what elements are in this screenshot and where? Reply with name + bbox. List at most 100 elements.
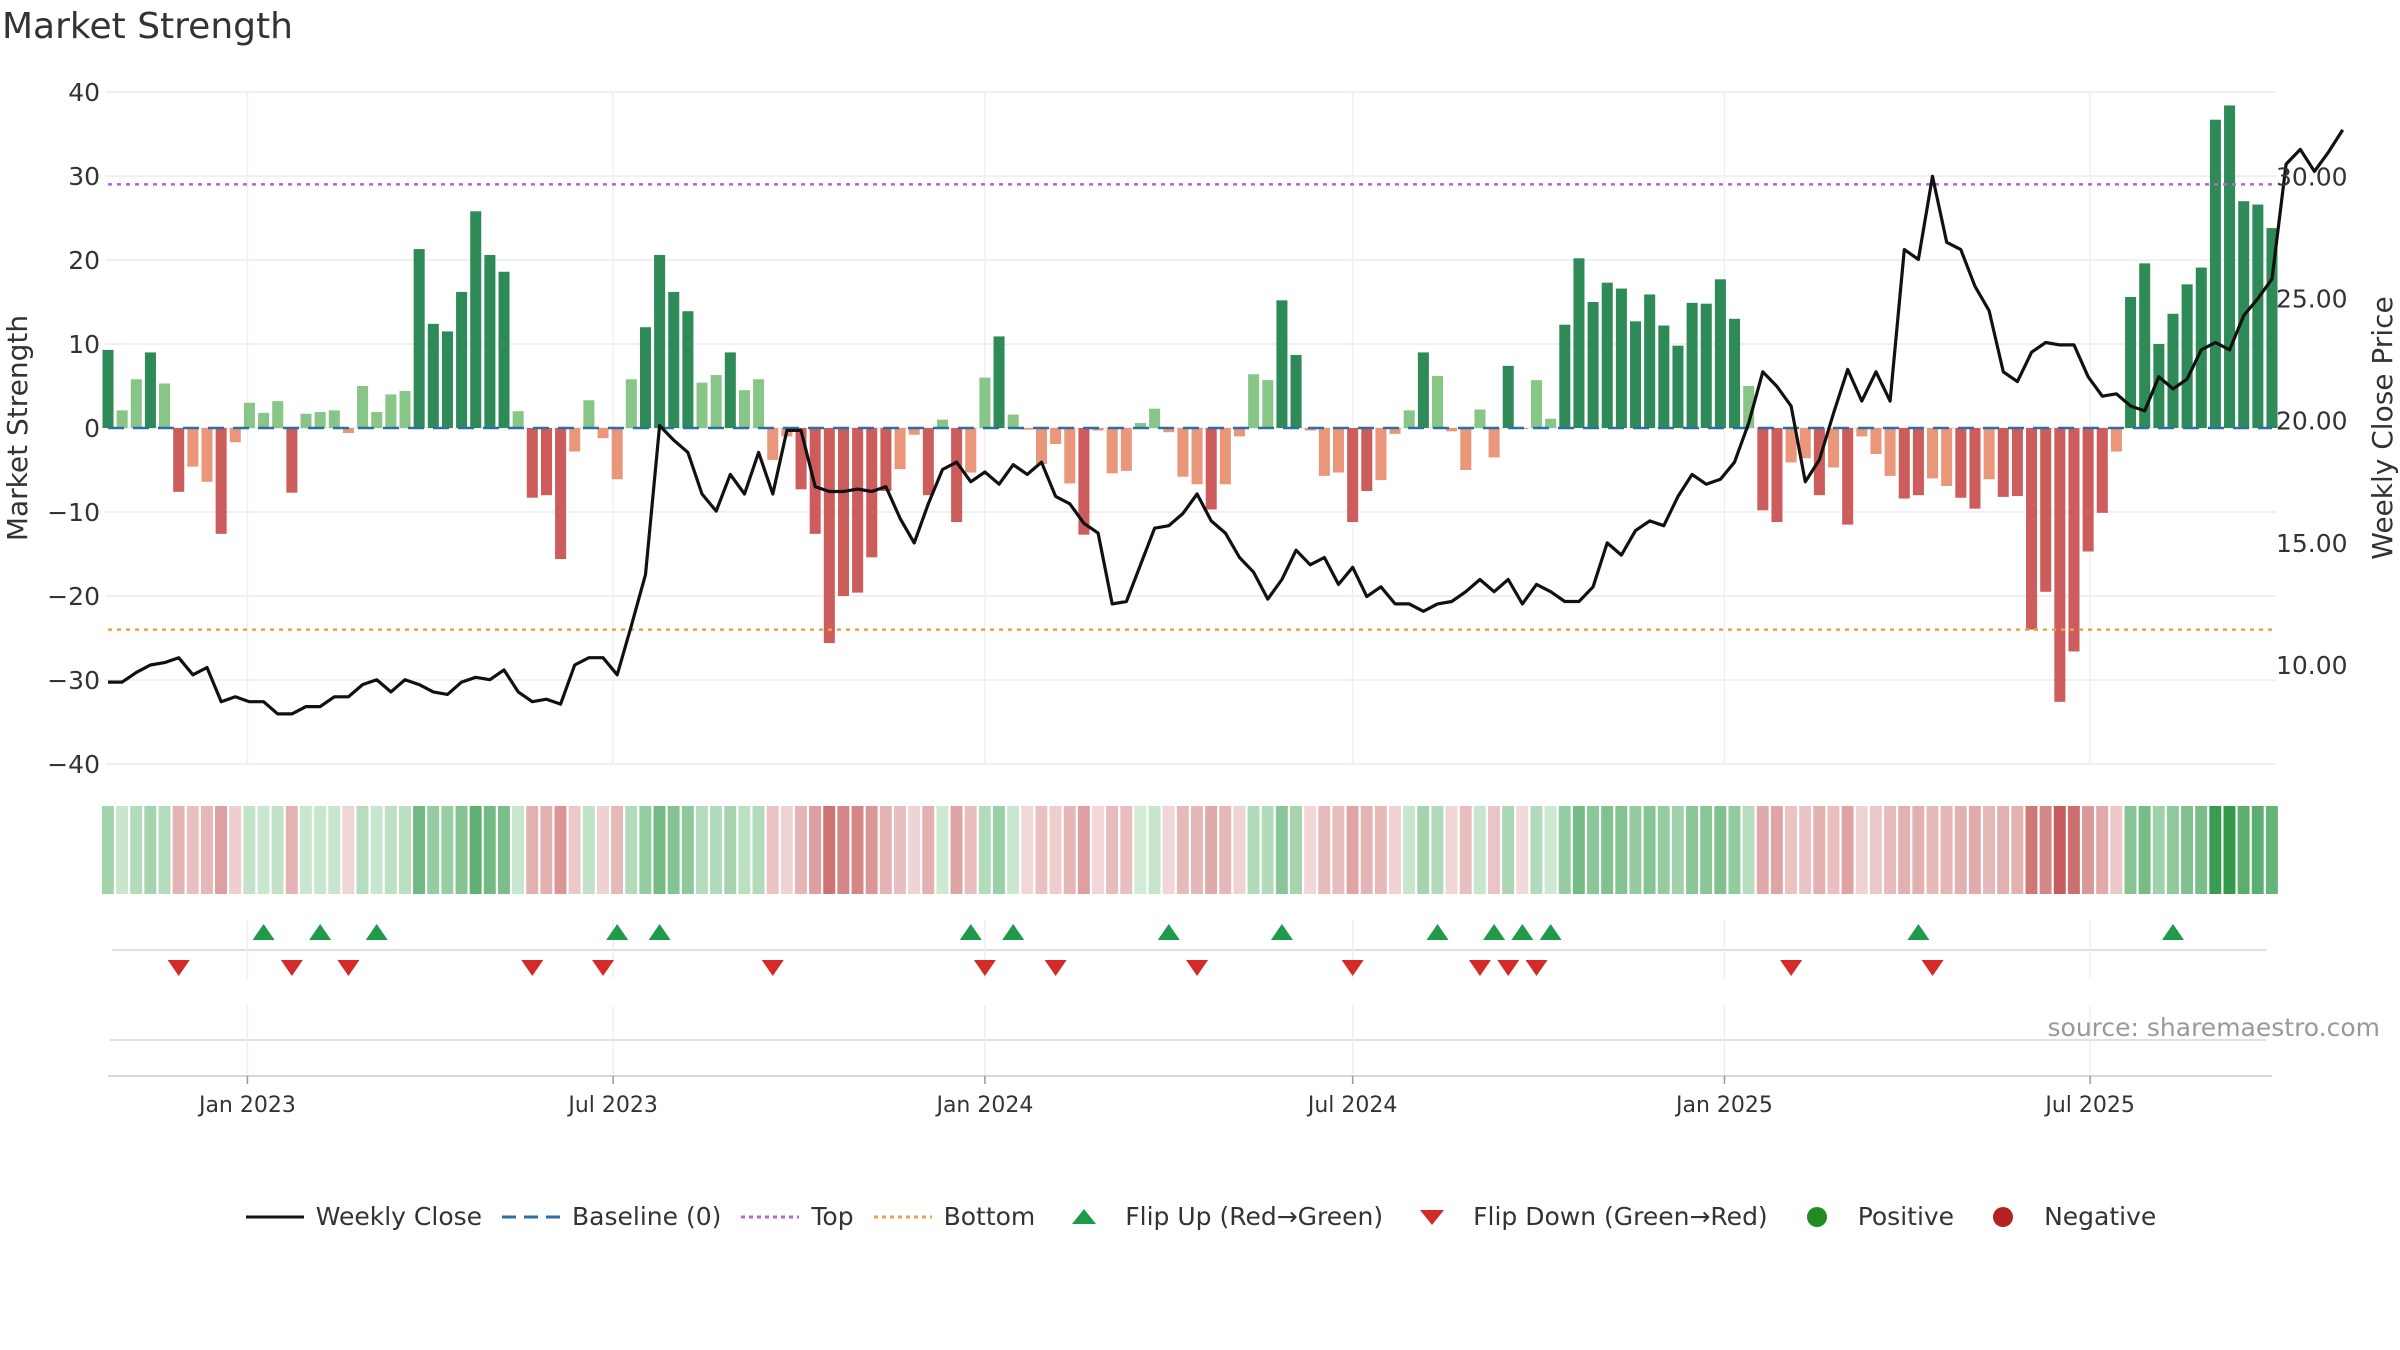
strength-bar <box>1347 428 1359 523</box>
heat-cell <box>1191 806 1203 894</box>
strength-bar <box>922 428 934 496</box>
strength-bar <box>1941 428 1953 486</box>
heat-cell <box>483 806 496 894</box>
heat-cell <box>738 806 751 894</box>
strength-bar <box>1714 279 1726 428</box>
strength-bar <box>1304 428 1316 431</box>
legend-flip-up: Flip Up (Red→Green) <box>1053 1202 1383 1231</box>
legend-label: Weekly Close <box>315 1202 483 1231</box>
heat-cell <box>540 806 553 894</box>
flip-down-marker <box>973 960 996 976</box>
legend-positive: Positive <box>1786 1202 1954 1231</box>
heat-cell <box>1700 806 1713 894</box>
strength-bar <box>540 428 552 496</box>
triangle-down-icon <box>1401 1207 1463 1227</box>
heat-cell <box>582 806 595 894</box>
strength-bar <box>724 352 736 428</box>
heat-cell <box>1120 806 1133 894</box>
strength-bar <box>371 412 383 428</box>
heat-cell <box>2096 806 2109 894</box>
heat-cell <box>1488 806 1500 894</box>
strength-bar <box>555 428 567 560</box>
heat-cell <box>1304 806 1317 894</box>
heat-cell <box>625 806 638 894</box>
strength-bar <box>583 400 595 428</box>
flip-down-marker <box>1468 960 1491 976</box>
legend-weekly-close: Weekly Close <box>244 1202 482 1231</box>
x-tick-label: Jan 2025 <box>1674 1093 1773 1118</box>
heat-cell <box>1021 806 1034 894</box>
strength-bar <box>2224 105 2236 428</box>
heat-cell <box>1898 806 1911 894</box>
strength-bar <box>639 327 651 428</box>
heat-cell <box>950 806 963 894</box>
heat-cell <box>314 806 327 894</box>
heat-cell <box>1219 806 1232 894</box>
strength-bar <box>880 428 892 491</box>
legend-label: Top <box>811 1202 854 1231</box>
strength-bar <box>1502 365 1514 428</box>
heat-cell <box>1275 806 1288 894</box>
strength-bar <box>328 410 340 428</box>
strength-bar <box>738 390 750 428</box>
heat-cell <box>794 806 807 894</box>
heat-cell <box>1799 806 1812 894</box>
heat-cell <box>229 806 242 894</box>
heat-cell <box>1346 806 1359 894</box>
heat-cell <box>1459 806 1472 894</box>
strength-bar <box>611 428 623 480</box>
legend-line-icon <box>244 1207 306 1227</box>
heat-cell <box>936 806 949 894</box>
strength-bar <box>357 386 369 428</box>
heat-cell <box>1035 806 1048 894</box>
heat-cell <box>455 806 468 894</box>
heat-cell <box>1756 806 1769 894</box>
heat-cell <box>1530 806 1543 894</box>
heat-cell <box>1926 806 1939 894</box>
y-tick-label: −30 <box>47 666 100 695</box>
heat-cell <box>964 806 977 894</box>
heat-cell <box>639 806 652 894</box>
strength-bar <box>1969 428 1981 509</box>
flip-up-marker <box>1511 924 1534 940</box>
strength-bar <box>2011 428 2023 497</box>
flip-up-marker <box>1907 924 1930 940</box>
legend-top: Top <box>739 1202 854 1231</box>
strength-bar <box>625 379 637 428</box>
heat-cell <box>1869 806 1882 894</box>
heat-cell <box>1176 806 1189 894</box>
heat-cell <box>710 806 723 894</box>
strength-bar <box>1785 428 1797 463</box>
strength-bar <box>300 413 312 428</box>
flip-up-marker <box>1483 924 1506 940</box>
heat-cell <box>667 806 680 894</box>
heat-cell <box>1544 806 1557 894</box>
reference-lines <box>108 183 2272 631</box>
heat-cell <box>1558 806 1571 894</box>
strength-bar <box>385 394 397 428</box>
strength-bar <box>696 382 708 428</box>
strength-bar <box>2181 284 2193 428</box>
heat-cell <box>879 806 892 894</box>
legend-baseline: Baseline (0) <box>500 1202 721 1231</box>
heat-cell <box>2039 806 2052 894</box>
heat-cell <box>1686 806 1698 894</box>
flip-up-marker <box>959 924 982 940</box>
heat-cell <box>596 806 609 894</box>
heat-cell <box>978 806 991 894</box>
heat-cell <box>2251 806 2264 894</box>
strength-bar <box>1771 428 1783 523</box>
strength-bar <box>979 377 991 428</box>
strength-bar <box>413 249 425 428</box>
strength-bar <box>116 410 128 428</box>
strength-bar <box>187 428 199 467</box>
flip-down-marker <box>521 960 544 976</box>
heat-cell <box>2209 806 2222 894</box>
heat-cell <box>1134 806 1147 894</box>
strength-bar <box>2125 296 2137 428</box>
strength-bar <box>1332 428 1345 473</box>
strength-bar <box>484 254 496 428</box>
legend-label: Flip Down (Green→Red) <box>1473 1202 1768 1231</box>
strength-bar <box>399 391 411 428</box>
flip-up-marker <box>1157 924 1180 940</box>
